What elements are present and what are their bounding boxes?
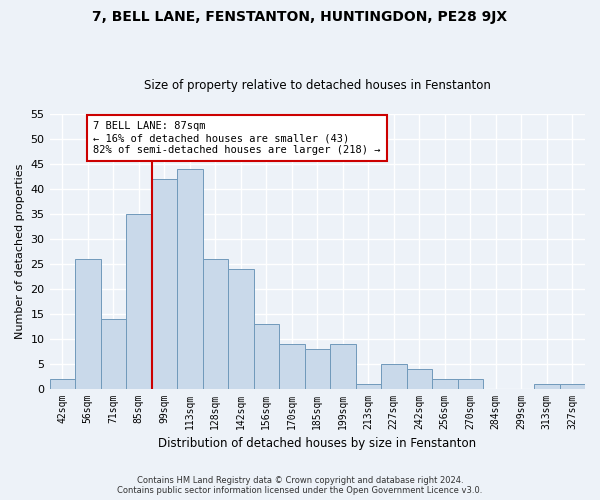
Bar: [228, 268, 254, 388]
Bar: [407, 368, 432, 388]
Bar: [458, 378, 483, 388]
Bar: [432, 378, 458, 388]
Bar: [254, 324, 279, 388]
Bar: [279, 344, 305, 388]
Bar: [534, 384, 560, 388]
Bar: [126, 214, 152, 388]
Text: Contains HM Land Registry data © Crown copyright and database right 2024.
Contai: Contains HM Land Registry data © Crown c…: [118, 476, 482, 495]
X-axis label: Distribution of detached houses by size in Fenstanton: Distribution of detached houses by size …: [158, 437, 476, 450]
Y-axis label: Number of detached properties: Number of detached properties: [15, 164, 25, 339]
Bar: [50, 378, 75, 388]
Bar: [356, 384, 381, 388]
Bar: [381, 364, 407, 388]
Bar: [177, 169, 203, 388]
Text: 7, BELL LANE, FENSTANTON, HUNTINGDON, PE28 9JX: 7, BELL LANE, FENSTANTON, HUNTINGDON, PE…: [92, 10, 508, 24]
Bar: [330, 344, 356, 388]
Bar: [560, 384, 585, 388]
Bar: [203, 259, 228, 388]
Bar: [152, 179, 177, 388]
Bar: [305, 348, 330, 389]
Text: 7 BELL LANE: 87sqm
← 16% of detached houses are smaller (43)
82% of semi-detache: 7 BELL LANE: 87sqm ← 16% of detached hou…: [93, 122, 380, 154]
Bar: [75, 259, 101, 388]
Bar: [101, 318, 126, 388]
Title: Size of property relative to detached houses in Fenstanton: Size of property relative to detached ho…: [144, 79, 491, 92]
